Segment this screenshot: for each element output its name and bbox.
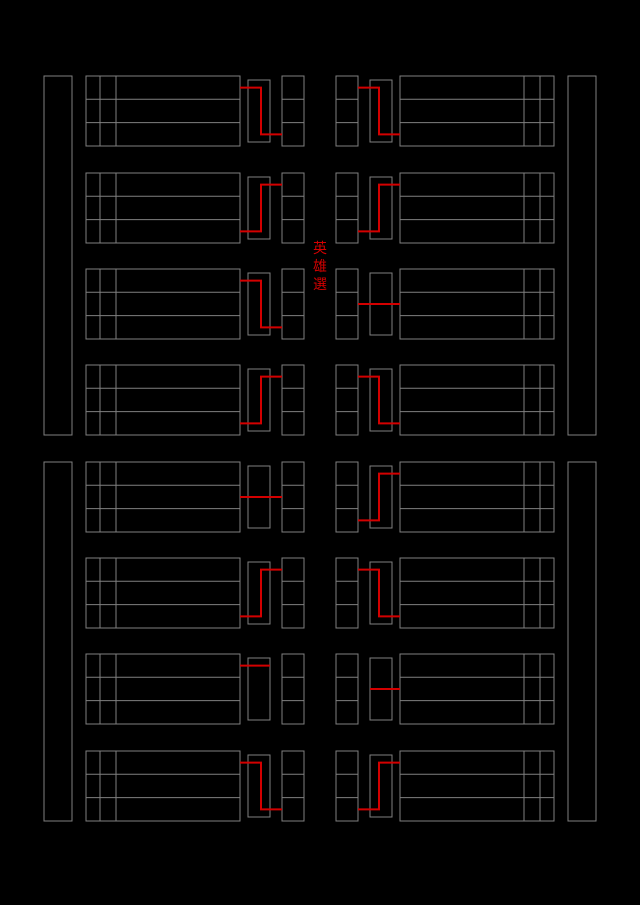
center-label-char: 英 (313, 240, 327, 256)
center-label-char: 雄 (313, 258, 327, 274)
center-label-char: 選 (313, 276, 327, 292)
tournament-bracket-diagram: 英雄選 (0, 0, 640, 905)
